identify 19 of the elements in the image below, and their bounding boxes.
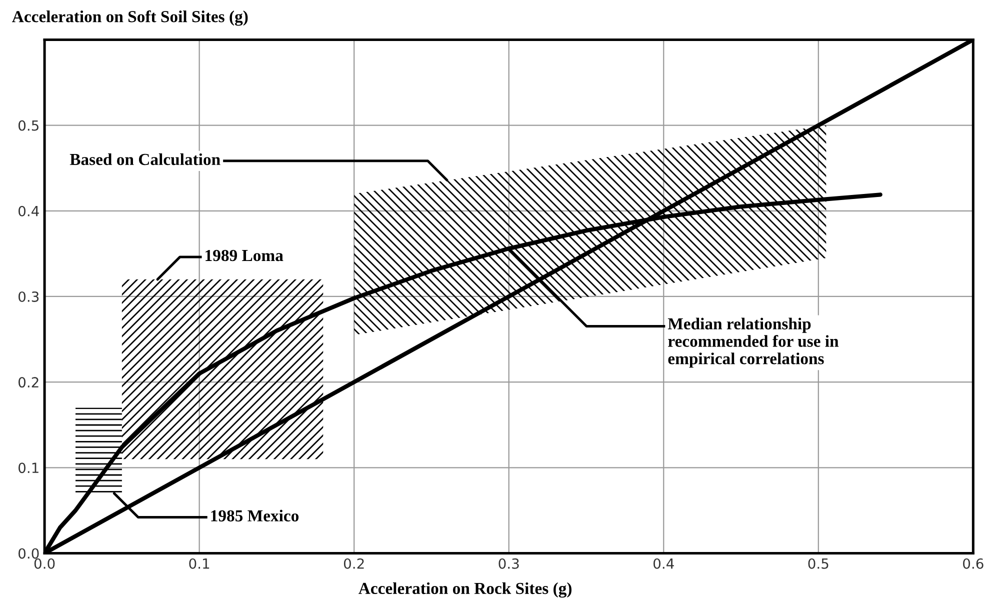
annotation: Median relationship recommended for use in empirical correlations	[668, 318, 839, 368]
y-tick-label: 0.3	[18, 291, 39, 302]
x-tick-label: 0.4	[654, 558, 674, 569]
annotation: Based on Calculation	[70, 153, 220, 166]
y-tick-label: 0.5	[18, 120, 38, 131]
text: 0.0	[18, 548, 39, 559]
text: 0.0	[34, 558, 55, 569]
x-tick-label: 0.5	[808, 558, 828, 569]
x-tick-label: 0.2	[344, 558, 364, 569]
y-axis-title: Acceleration on Soft Soil Sites (g)	[12, 10, 248, 26]
x-tick-label: 0.1	[189, 558, 210, 569]
x-tick-label: 0.6	[963, 558, 984, 569]
y-tick-label: 0.2	[18, 377, 38, 388]
y-tick-label: 0.1	[18, 462, 38, 474]
x-axis-title: Acceleration on Rock Sites (g)	[358, 582, 572, 598]
annotation: 1989 Loma	[206, 250, 284, 262]
annotation: 1985 Mexico	[211, 510, 299, 522]
x-tick-label: 0.3	[498, 558, 519, 569]
y-tick-label: 0.4	[18, 206, 39, 216]
